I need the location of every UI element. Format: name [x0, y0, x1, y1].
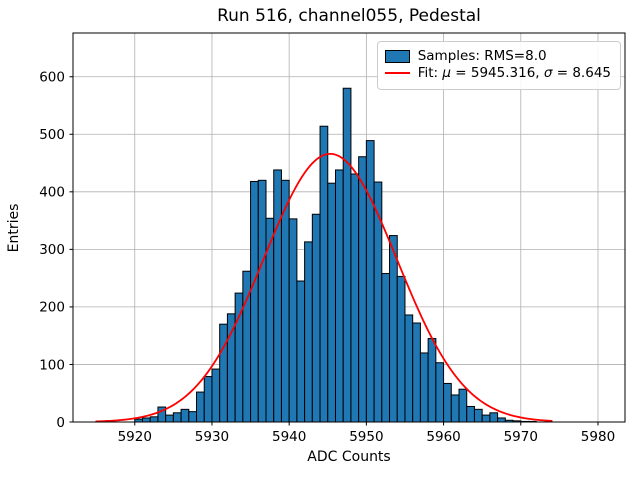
histogram-bar — [412, 322, 421, 423]
histogram-bar — [419, 352, 429, 423]
x-tick-label: 5950 — [349, 429, 383, 445]
legend-fit-suffix: = 8.645 — [552, 64, 611, 81]
histogram-bar — [219, 323, 228, 423]
legend: Samples: RMS=8.0 Fit: μ = 5945.316, σ = … — [376, 41, 621, 90]
histogram-bar — [180, 408, 190, 423]
x-tick-label: 5940 — [272, 429, 306, 445]
histogram-bar — [196, 391, 205, 423]
histogram-bar — [311, 213, 321, 423]
histogram-bar — [435, 362, 445, 423]
legend-fit-mu: μ — [442, 64, 451, 81]
histogram-bar — [296, 280, 306, 423]
histogram-bar — [288, 218, 298, 423]
histogram-bar — [443, 382, 452, 423]
y-axis-label: Entries — [6, 203, 22, 253]
chart-title: Run 516, channel055, Pedestal — [217, 6, 481, 26]
y-tick-label: 400 — [39, 185, 65, 201]
x-tick-label: 5960 — [426, 429, 460, 445]
y-tick-label: 300 — [39, 242, 65, 258]
histogram-swatch-icon — [384, 50, 410, 64]
y-tick-label: 200 — [39, 300, 65, 316]
histogram-bar — [497, 417, 506, 423]
histogram-bar — [450, 394, 460, 423]
histogram-bar — [327, 182, 336, 423]
histogram-bar — [211, 368, 221, 423]
x-tick-label: 5920 — [118, 429, 152, 445]
histogram-bar — [141, 417, 151, 423]
legend-fit-label: Fit: μ = 5945.316, σ = 8.645 — [417, 64, 611, 81]
histogram-bar — [188, 411, 198, 423]
histogram-bar — [319, 125, 329, 423]
histogram-bar — [172, 412, 182, 423]
x-tick-label: 5980 — [581, 429, 615, 445]
legend-fit-mid: = 5945.316, — [450, 64, 544, 81]
histogram-bar — [481, 414, 491, 423]
histogram-bar — [427, 338, 437, 423]
legend-samples-label: Samples: RMS=8.0 — [417, 48, 547, 64]
histogram-bar — [458, 388, 468, 423]
histogram-bar — [257, 179, 267, 423]
histogram-bar — [466, 405, 475, 423]
x-axis-label: ADC Counts — [307, 449, 391, 465]
histogram-bar — [473, 408, 483, 423]
histogram-bar — [304, 241, 313, 423]
histogram-bar — [203, 376, 213, 423]
histogram-bar — [373, 181, 383, 423]
histogram-bar — [396, 275, 406, 423]
x-tick-label: 5970 — [504, 429, 538, 445]
histogram-bar — [389, 235, 398, 423]
histogram-bar — [149, 416, 159, 423]
histogram-bar — [358, 156, 367, 423]
histogram-bar — [280, 179, 290, 423]
histogram-bar — [273, 169, 282, 423]
fit-line-icon — [384, 72, 410, 75]
histogram-bar — [342, 87, 352, 423]
histogram-bar — [165, 414, 174, 423]
histogram-bar — [365, 140, 375, 423]
histogram-bar — [250, 180, 259, 423]
histogram-bar — [404, 314, 414, 423]
histogram-bar — [489, 412, 499, 423]
histogram-bar — [350, 173, 360, 423]
y-tick-label: 600 — [39, 70, 65, 86]
x-tick-label: 5930 — [195, 429, 229, 445]
axes-spines — [72, 32, 626, 423]
gaussian-fit-curve — [95, 152, 553, 423]
y-tick-label: 0 — [56, 415, 65, 431]
legend-fit-prefix: Fit: — [417, 64, 443, 81]
legend-fit-sigma: σ — [543, 64, 553, 81]
y-tick-label: 500 — [39, 127, 65, 143]
legend-item-fit: Fit: μ = 5945.316, σ = 8.645 — [384, 64, 611, 81]
histogram-bar — [334, 169, 344, 423]
legend-item-samples: Samples: RMS=8.0 — [384, 48, 611, 64]
y-tick-label: 100 — [39, 357, 65, 373]
histogram-bar — [381, 273, 391, 423]
histogram-bar — [226, 313, 236, 423]
